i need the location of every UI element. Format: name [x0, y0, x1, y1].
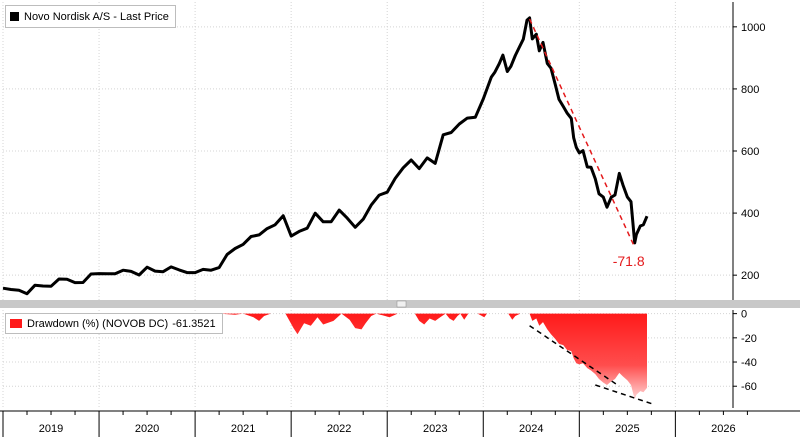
x-tick-label: 2020 [135, 423, 159, 435]
drawdown-trend-line-2 [595, 384, 654, 406]
drawdown-trend-line-1 [529, 325, 620, 387]
drawdown-y-tick-label: -60 [741, 381, 757, 393]
x-tick-label: 2022 [327, 423, 351, 435]
legend-swatch-black [10, 12, 19, 21]
drawdown-y-axis: 0 -20 -40 -60 [732, 309, 757, 408]
drawdown-legend-value: -61.3521 [172, 317, 216, 330]
x-tick-label: 2023 [423, 423, 447, 435]
price-y-tick-label: 600 [741, 146, 759, 158]
x-tick-label: 2021 [231, 423, 255, 435]
x-tick-label: 2025 [615, 423, 639, 435]
price-y-tick-label: 200 [741, 270, 759, 282]
drawdown-panel: 0 -20 -40 -60 [2, 309, 757, 408]
drawdown-legend-label: Drawdown (%) (NOVOB DC) [27, 317, 169, 330]
legend-swatch-red [10, 319, 22, 328]
x-tick-label: 2019 [39, 423, 63, 435]
x-tick-label: 2026 [711, 423, 735, 435]
panel-separator-handle[interactable] [396, 300, 407, 308]
price-y-tick-label: 1000 [741, 22, 765, 34]
drawdown-y-tick-label: -20 [741, 333, 757, 345]
price-panel: 200 400 600 800 1000 279 -71.8 [2, 0, 765, 300]
x-axis: 2019 2020 2021 2022 2023 2024 2025 2026 [0, 410, 800, 437]
drawdown-legend: Drawdown (%) (NOVOB DC) -61.3521 [5, 313, 223, 334]
price-y-axis: 200 400 600 800 1000 [732, 2, 765, 300]
price-legend: Novo Nordisk A/S - Last Price [5, 5, 176, 28]
price-y-tick-label: 800 [741, 84, 759, 96]
drawdown-y-tick-label: -40 [741, 357, 757, 369]
drawdown-area [3, 313, 647, 400]
trough-annotation: -71.8 [613, 253, 645, 269]
x-tick-label: 2024 [519, 423, 543, 435]
drawdown-y-tick-label: 0 [741, 309, 747, 321]
price-series-line [2, 16, 649, 296]
price-y-tick-label: 400 [741, 208, 759, 220]
peak-annotation: 279 [514, 0, 538, 2]
price-legend-label: Novo Nordisk A/S - Last Price [24, 10, 169, 23]
price-trend-line [528, 18, 636, 248]
